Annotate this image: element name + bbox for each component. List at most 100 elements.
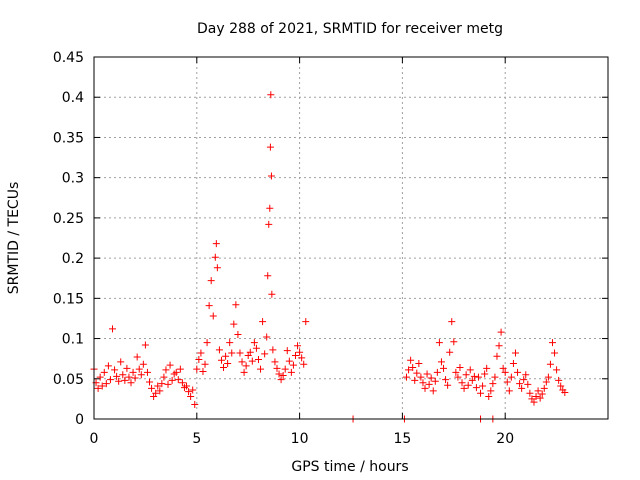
data-point xyxy=(117,358,125,366)
data-point xyxy=(446,348,454,356)
data-point xyxy=(409,364,417,372)
data-point xyxy=(213,264,221,272)
y-tick-label: 0.2 xyxy=(62,251,84,267)
data-point xyxy=(100,368,108,376)
x-tick-label: 0 xyxy=(90,431,99,447)
data-point xyxy=(94,384,102,392)
data-point xyxy=(464,381,472,389)
data-point xyxy=(232,301,240,309)
data-point xyxy=(474,373,482,381)
data-point xyxy=(267,172,275,180)
data-point xyxy=(185,388,193,396)
data-point xyxy=(160,373,168,381)
data-point xyxy=(135,365,143,373)
data-point xyxy=(514,368,522,376)
data-point xyxy=(470,372,478,380)
data-point xyxy=(285,357,293,365)
data-point xyxy=(133,353,141,361)
data-point xyxy=(215,346,223,354)
data-point xyxy=(440,364,448,372)
data-point xyxy=(538,390,546,398)
data-point xyxy=(158,380,166,388)
data-point xyxy=(287,368,295,376)
y-tick-label: 0.25 xyxy=(53,211,84,227)
data-point xyxy=(264,272,272,280)
y-tick-label: 0.1 xyxy=(62,332,84,348)
data-point xyxy=(201,360,209,368)
data-point xyxy=(246,348,254,356)
data-point xyxy=(152,389,160,397)
data-point xyxy=(209,312,217,320)
data-point xyxy=(540,384,548,392)
y-tick-label: 0.45 xyxy=(53,50,84,66)
data-point xyxy=(534,387,542,395)
data-point xyxy=(174,376,182,384)
data-point xyxy=(119,371,127,379)
data-point xyxy=(127,379,135,387)
data-point xyxy=(495,342,503,350)
data-point xyxy=(413,369,421,377)
data-point xyxy=(491,373,499,381)
data-point xyxy=(524,380,532,388)
data-point xyxy=(407,356,415,364)
data-point xyxy=(477,389,485,397)
x-tick-label: 10 xyxy=(291,431,309,447)
data-point xyxy=(542,378,550,386)
data-point xyxy=(442,376,450,384)
data-point xyxy=(427,374,435,382)
data-point xyxy=(493,352,501,360)
data-point xyxy=(162,366,170,374)
data-point xyxy=(199,368,207,376)
data-point xyxy=(487,387,495,395)
data-point xyxy=(220,364,228,372)
data-point xyxy=(497,328,505,336)
data-point xyxy=(248,357,256,365)
data-point xyxy=(109,325,117,333)
data-point xyxy=(230,320,238,328)
data-point xyxy=(234,331,242,339)
data-point xyxy=(530,398,538,406)
data-point xyxy=(454,373,462,381)
data-point xyxy=(266,143,274,151)
data-point xyxy=(431,377,439,385)
data-point xyxy=(516,380,524,388)
data-point xyxy=(298,354,306,362)
data-point xyxy=(254,355,262,363)
data-point xyxy=(191,401,199,409)
data-point xyxy=(164,380,172,388)
data-point xyxy=(281,365,289,373)
data-point xyxy=(252,344,260,352)
data-point xyxy=(143,368,151,376)
data-point xyxy=(499,364,507,372)
data-point xyxy=(268,290,276,298)
data-point xyxy=(187,392,195,400)
y-tick-label: 0 xyxy=(75,412,84,428)
data-point xyxy=(98,382,106,390)
data-point xyxy=(518,384,526,392)
data-point xyxy=(172,368,180,376)
data-point xyxy=(139,360,147,368)
plot-frame xyxy=(93,56,609,420)
x-axis-label: GPS time / hours xyxy=(291,459,408,475)
data-point xyxy=(156,387,164,395)
data-point xyxy=(277,376,285,384)
data-point xyxy=(456,364,464,372)
data-point xyxy=(548,339,556,347)
data-point xyxy=(429,387,437,395)
data-point xyxy=(154,382,162,390)
data-point xyxy=(460,384,468,392)
data-point xyxy=(437,358,445,366)
data-point xyxy=(96,373,104,381)
data-point xyxy=(121,376,129,384)
data-point xyxy=(183,382,191,390)
data-point xyxy=(257,365,265,373)
data-point xyxy=(555,376,563,384)
data-point xyxy=(489,380,497,388)
data-point xyxy=(266,204,274,212)
data-point xyxy=(557,382,565,390)
data-point xyxy=(111,366,119,374)
data-point xyxy=(532,392,540,400)
data-point xyxy=(228,349,236,357)
data-point xyxy=(291,351,299,359)
